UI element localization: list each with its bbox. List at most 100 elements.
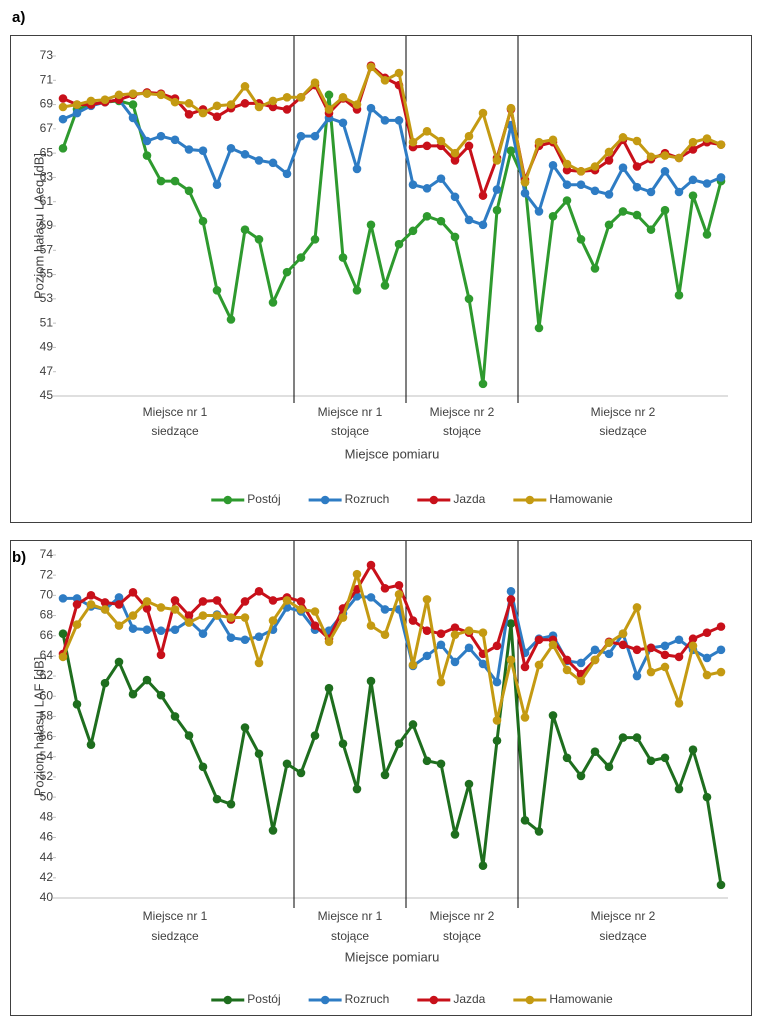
point xyxy=(114,90,124,100)
point xyxy=(170,625,180,634)
point xyxy=(660,641,670,651)
point xyxy=(282,169,292,179)
point xyxy=(212,596,222,605)
point xyxy=(492,205,502,215)
point xyxy=(590,186,600,196)
point xyxy=(156,690,166,700)
point xyxy=(604,147,614,157)
point xyxy=(534,207,544,216)
point xyxy=(478,220,488,230)
point xyxy=(422,651,432,661)
point xyxy=(716,645,726,655)
legend-marker xyxy=(525,995,535,1005)
point xyxy=(114,621,124,630)
point xyxy=(534,323,544,333)
point xyxy=(436,629,446,638)
point xyxy=(156,650,166,660)
point xyxy=(240,225,250,234)
y-tick-label: 65 xyxy=(40,145,54,159)
point xyxy=(128,588,138,597)
y-tick-label: 56 xyxy=(40,729,54,743)
point xyxy=(506,146,516,156)
point xyxy=(156,131,166,141)
point xyxy=(646,225,656,234)
point xyxy=(716,173,726,182)
y-tick-label: 68 xyxy=(40,608,54,622)
legend-marker xyxy=(223,495,233,505)
point xyxy=(576,180,586,190)
point xyxy=(590,747,600,757)
point xyxy=(674,784,684,794)
point xyxy=(506,587,516,596)
point xyxy=(478,861,488,871)
y-tick-label: 50 xyxy=(40,789,54,803)
point xyxy=(506,655,516,665)
point xyxy=(548,211,558,221)
point xyxy=(198,611,208,620)
point xyxy=(170,596,180,605)
point xyxy=(632,162,642,171)
series-line xyxy=(61,622,723,886)
point xyxy=(618,733,628,742)
point xyxy=(548,160,558,170)
point xyxy=(562,655,572,665)
point xyxy=(422,756,432,766)
point xyxy=(688,137,698,147)
x-axis-title: Miejsce pomiaru xyxy=(345,949,440,964)
point xyxy=(688,745,698,755)
point xyxy=(296,605,306,614)
point xyxy=(436,174,446,183)
point xyxy=(422,126,432,136)
point xyxy=(58,102,68,112)
point xyxy=(604,649,614,659)
y-tick-label: 67 xyxy=(40,121,54,135)
point xyxy=(562,180,572,190)
point xyxy=(226,613,236,622)
y-tick-label: 44 xyxy=(40,850,54,864)
point xyxy=(128,689,138,699)
group-label: siedzące xyxy=(599,424,647,438)
point xyxy=(688,634,698,644)
point xyxy=(660,205,670,215)
point xyxy=(184,109,194,119)
point xyxy=(184,611,194,620)
point xyxy=(142,151,152,160)
point xyxy=(632,645,642,655)
point xyxy=(674,635,684,645)
point xyxy=(310,78,320,88)
x-axis-title: Miejsce pomiaru xyxy=(345,446,440,461)
point xyxy=(450,630,460,639)
point xyxy=(184,731,194,740)
point xyxy=(142,89,152,98)
point xyxy=(352,286,362,295)
point xyxy=(310,235,320,244)
point xyxy=(212,180,222,190)
point xyxy=(450,148,460,158)
point xyxy=(632,671,642,681)
y-tick-label: 72 xyxy=(40,567,54,581)
point xyxy=(562,159,572,169)
point xyxy=(520,662,530,672)
point xyxy=(632,136,642,146)
point xyxy=(114,657,124,667)
y-tick-label: 42 xyxy=(40,870,54,884)
y-tick-label: 74 xyxy=(40,547,54,561)
y-tick-label: 59 xyxy=(40,218,54,232)
point xyxy=(436,216,446,226)
point xyxy=(170,135,180,145)
point xyxy=(492,641,502,651)
point xyxy=(268,826,278,835)
group-label: siedzące xyxy=(151,424,199,438)
y-tick-label: 53 xyxy=(40,291,54,305)
point xyxy=(464,643,474,653)
point xyxy=(702,653,712,663)
point xyxy=(660,662,670,672)
point xyxy=(408,720,418,729)
point xyxy=(170,605,180,614)
point xyxy=(394,580,404,590)
point xyxy=(170,97,180,107)
point xyxy=(520,713,530,722)
y-tick-label: 58 xyxy=(40,709,54,723)
point xyxy=(632,603,642,612)
